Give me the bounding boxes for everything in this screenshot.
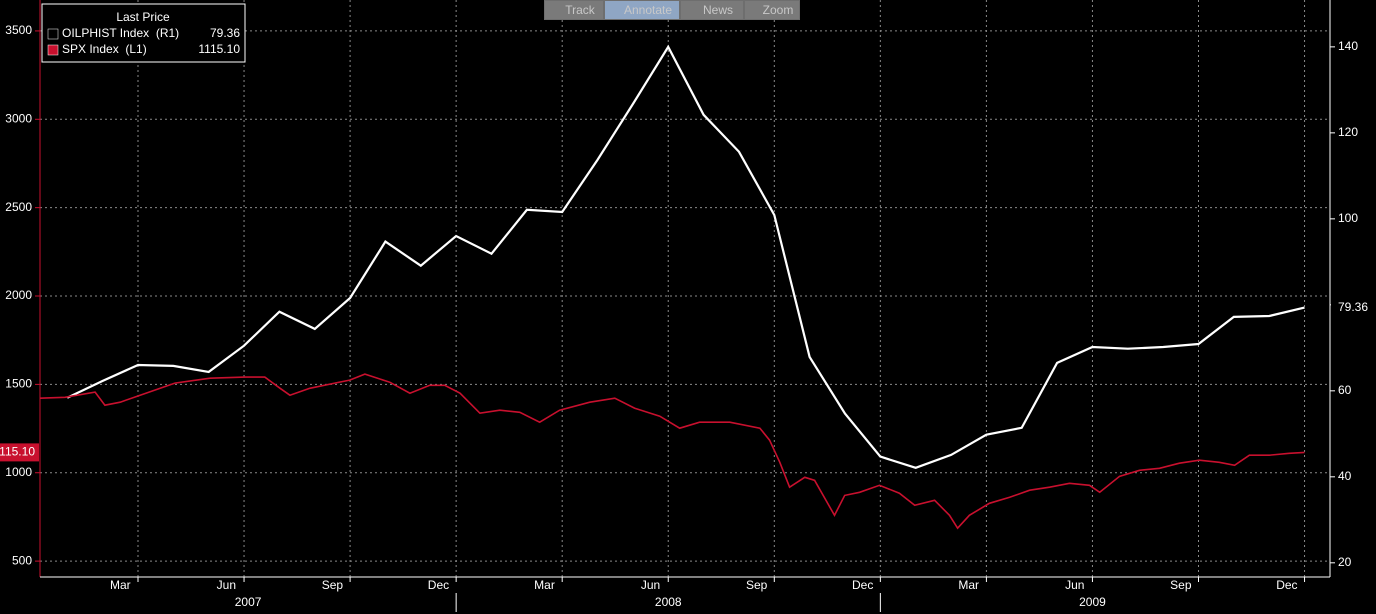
x-tick-label: Jun xyxy=(641,578,660,592)
y-tick-label: 3000 xyxy=(5,111,32,125)
x-tick-label: Mar xyxy=(534,578,555,592)
y-tick-label: 2000 xyxy=(5,288,32,302)
year-label: 2007 xyxy=(235,595,262,609)
year-label: 2009 xyxy=(1079,595,1106,609)
y-tick-label: 1000 xyxy=(5,465,32,479)
y2-tick-label: 140 xyxy=(1338,39,1358,53)
legend-swatch xyxy=(47,44,59,56)
x-tick-label: Sep xyxy=(322,578,344,592)
series-line xyxy=(39,373,1305,530)
x-tick-label: Mar xyxy=(958,578,979,592)
toolbar-button[interactable] xyxy=(681,1,743,19)
x-tick-label: Jun xyxy=(1065,578,1084,592)
toolbar-button[interactable] xyxy=(545,1,603,19)
legend-label: OILPHIST Index (R1) xyxy=(62,26,179,40)
toolbar-button-label[interactable]: Track xyxy=(565,3,596,17)
y2-tick-label: 60 xyxy=(1338,383,1352,397)
legend-swatch xyxy=(47,28,59,40)
y2-tick-label: 100 xyxy=(1338,211,1358,225)
x-tick-label: Mar xyxy=(110,578,131,592)
y2-tick-label: 20 xyxy=(1338,555,1352,569)
legend-value: 79.36 xyxy=(210,26,240,40)
last-value-tag xyxy=(0,443,39,462)
legend-label: SPX Index (L1) xyxy=(62,42,147,56)
last-value-tag xyxy=(1331,298,1376,317)
legend-value: 1115.10 xyxy=(198,42,240,56)
grid xyxy=(40,0,1330,577)
y-tick-label: 1500 xyxy=(5,377,32,391)
axes: 5001000150020002500300035002040608010012… xyxy=(0,23,1376,612)
x-tick-label: Dec xyxy=(852,578,873,592)
series-line xyxy=(66,44,1305,469)
x-tick-label: Sep xyxy=(746,578,768,592)
last-value-label: 1115.10 xyxy=(0,445,35,459)
toolbar-button[interactable] xyxy=(605,1,679,19)
x-tick-label: Jun xyxy=(217,578,236,592)
toolbar-button-label[interactable]: Annotate xyxy=(624,3,672,17)
x-tick-label: Dec xyxy=(1276,578,1297,592)
last-value-label: 79.36 xyxy=(1338,300,1368,314)
legend: Last Price OILPHIST Index (R1) 79.36 SPX I… xyxy=(41,3,246,63)
x-tick-label: Sep xyxy=(1170,578,1192,592)
y-tick-label: 500 xyxy=(12,553,32,567)
legend-title: Last Price xyxy=(116,10,170,24)
year-label: 2008 xyxy=(655,595,682,609)
toolbar-button-label[interactable]: News xyxy=(703,3,733,17)
legend-box xyxy=(41,3,246,63)
plot xyxy=(39,44,1305,530)
y-tick-label: 3500 xyxy=(5,23,32,37)
y-tick-label: 2500 xyxy=(5,200,32,214)
toolbar: Track Annotate News Zoom xyxy=(544,0,800,20)
toolbar-button-label[interactable]: Zoom xyxy=(763,3,794,17)
y2-tick-label: 120 xyxy=(1338,125,1358,139)
y2-tick-label: 40 xyxy=(1338,469,1352,483)
x-tick-label: Dec xyxy=(428,578,449,592)
toolbar-button[interactable] xyxy=(745,1,799,19)
